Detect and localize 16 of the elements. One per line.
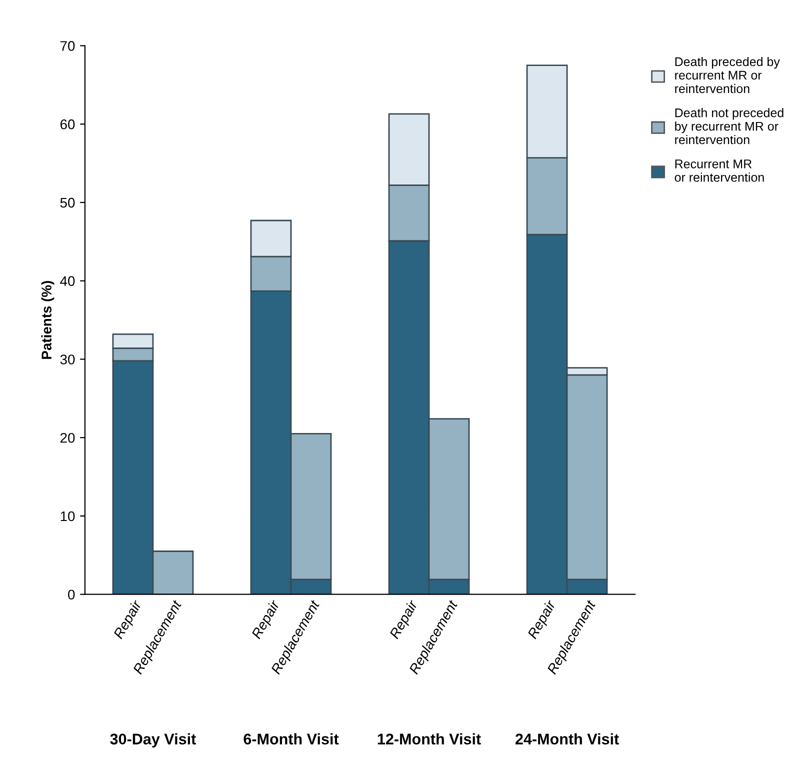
y-tick-label: 20 xyxy=(60,432,75,443)
y-tick-label: 70 xyxy=(60,41,75,51)
legend-label: Death not preceded by recurrent MR or reintervention xyxy=(675,108,784,144)
text: 12-Month Visit xyxy=(378,733,481,744)
legend-label: Death preceded by recurrent MR or reintervention xyxy=(675,56,780,94)
y-tick-label: 10 xyxy=(60,511,75,522)
text: 30-Day Visit xyxy=(110,733,196,748)
y-axis-title: Patients (%) xyxy=(41,280,54,359)
y-tick-label: 30 xyxy=(60,354,75,364)
text: 6-Month Visit xyxy=(244,733,339,744)
y-tick-label: 50 xyxy=(60,198,75,208)
y-tick-label: 40 xyxy=(60,276,75,286)
text: 24-Month Visit xyxy=(516,733,619,744)
y-tick-label: 0 xyxy=(68,590,75,600)
legend-label: Recurrent MR or reintervention xyxy=(674,160,764,182)
y-tick-label: 60 xyxy=(60,119,75,130)
